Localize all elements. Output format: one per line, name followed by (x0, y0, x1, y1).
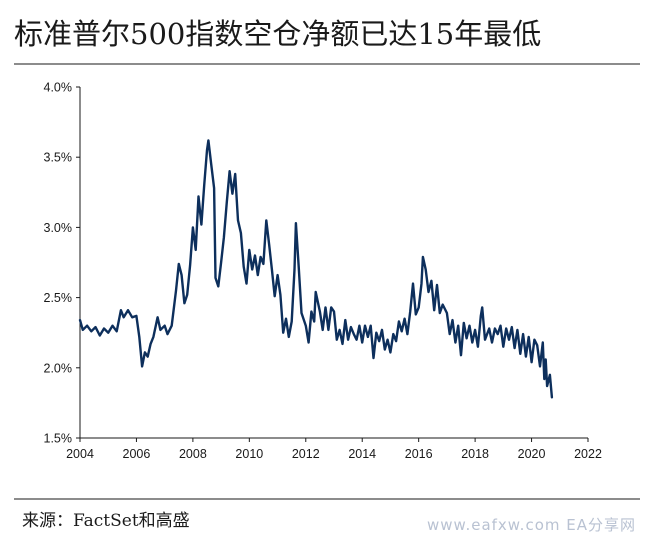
x-axis-ticks: 2004 2006 2008 2010 2012 2014 2016 2018 2020 2022 (66, 438, 602, 461)
watermark: www.eafxw.com EA分享网 (427, 516, 636, 534)
x-tick-label: 2004 (66, 447, 94, 461)
chart-axes (79, 87, 588, 439)
series-group (78, 139, 554, 399)
series-line (78, 139, 554, 399)
x-tick-label: 2022 (574, 447, 602, 461)
y-tick-label: 3.0% (44, 221, 73, 235)
x-tick-label: 2006 (123, 447, 151, 461)
chart-title: 标准普尔500指数空仓净额已达15年最低 (14, 17, 542, 51)
x-tick-label: 2012 (292, 447, 320, 461)
bottom-divider (14, 498, 640, 500)
x-tick-label: 2018 (461, 447, 489, 461)
source-note: 来源：FactSet和高盛 (22, 511, 190, 531)
x-tick-label: 2008 (179, 447, 207, 461)
y-tick-label: 1.5% (44, 432, 73, 446)
top-divider (14, 63, 640, 65)
line-chart: 1.5% 2.0% 2.5% 3.0% 3.5% 4.0% 2004 2006 2008 201… (44, 81, 602, 462)
y-tick-label: 2.0% (44, 361, 73, 375)
x-tick-label: 2016 (405, 447, 433, 461)
y-tick-label: 4.0% (44, 81, 73, 95)
y-tick-label: 2.5% (44, 291, 73, 305)
x-tick-label: 2010 (235, 447, 263, 461)
y-axis-ticks: 1.5% 2.0% 2.5% 3.0% 3.5% 4.0% (44, 81, 80, 446)
x-tick-label: 2020 (518, 447, 546, 461)
x-tick-label: 2014 (348, 447, 376, 461)
y-tick-label: 3.5% (44, 151, 73, 165)
